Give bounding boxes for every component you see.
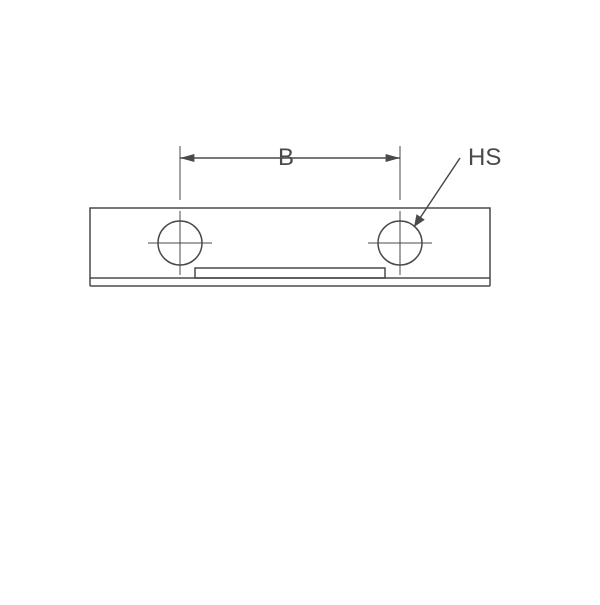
drawing-svg <box>0 0 600 600</box>
dimension-b-label: B <box>278 144 294 172</box>
hole-size-label: HS <box>468 144 501 172</box>
technical-drawing <box>0 0 600 600</box>
